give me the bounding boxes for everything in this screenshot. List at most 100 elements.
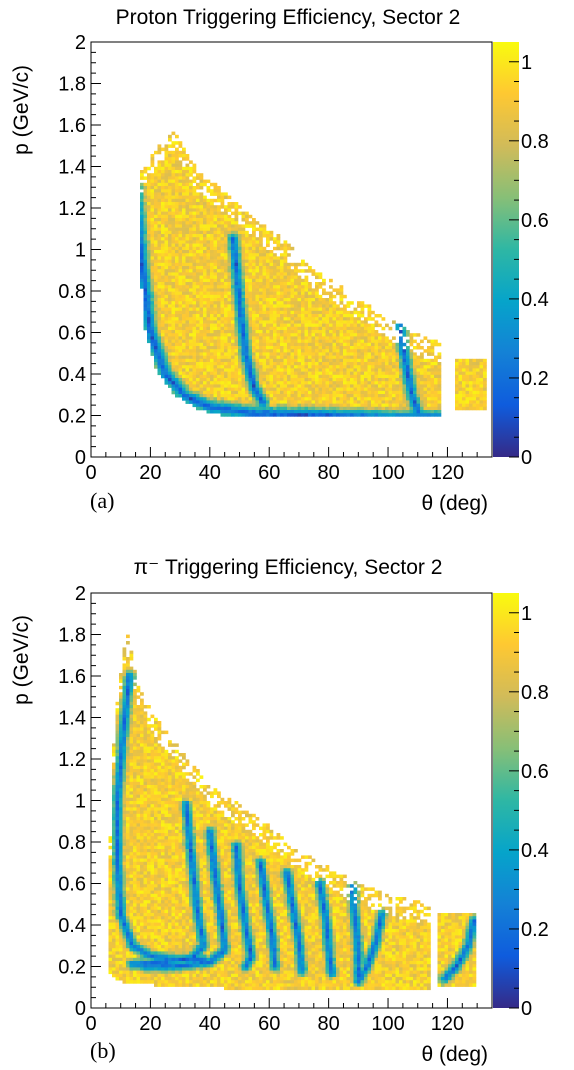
heatmap-cell <box>259 362 263 366</box>
heatmap-cell <box>185 314 190 318</box>
heatmap-cell <box>129 756 134 760</box>
heatmap-cell <box>252 221 256 225</box>
heatmap-cell <box>241 275 246 280</box>
heatmap-cell <box>336 342 340 347</box>
heatmap-cell <box>119 973 123 978</box>
heatmap-cell <box>143 211 148 216</box>
heatmap-cell <box>259 381 263 385</box>
heatmap-cell <box>238 333 242 337</box>
heatmap-cell <box>185 163 190 168</box>
heatmap-cell <box>294 320 298 324</box>
heatmap-cell <box>150 173 155 177</box>
heatmap-cell <box>262 410 267 414</box>
heatmap-cell <box>262 342 267 347</box>
heatmap-cell <box>339 307 344 312</box>
heatmap-cell <box>315 314 319 318</box>
heatmap-cell <box>423 368 428 372</box>
heatmap-cell <box>311 323 316 328</box>
heatmap-cell <box>122 893 127 898</box>
heatmap-cell <box>329 387 333 392</box>
heatmap-cell <box>199 406 204 411</box>
heatmap-cell <box>126 685 130 690</box>
heatmap-cell <box>171 320 176 324</box>
heatmap-cell <box>115 769 120 773</box>
heatmap-cell <box>367 400 372 404</box>
heatmap-cell <box>154 275 158 280</box>
heatmap-cell <box>196 205 200 209</box>
heatmap-cell <box>402 330 407 334</box>
heatmap-cell <box>294 346 298 350</box>
heatmap-cell <box>220 202 225 206</box>
heatmap-cell <box>325 362 330 366</box>
heatmap-cell <box>472 368 477 372</box>
heatmap-cell <box>213 346 218 350</box>
heatmap-cell <box>164 182 169 187</box>
heatmap-cell <box>115 807 120 811</box>
heatmap-cell <box>325 307 330 312</box>
heatmap-cell <box>266 410 270 414</box>
heatmap-cell <box>402 349 407 353</box>
heatmap-cell <box>245 390 249 395</box>
heatmap-cell <box>112 852 116 856</box>
heatmap-cell <box>143 240 148 244</box>
heatmap-cell <box>196 182 200 187</box>
heatmap-cell <box>210 330 214 334</box>
heatmap-cell <box>255 362 260 366</box>
heatmap-cell <box>108 884 113 888</box>
heatmap-cell <box>119 705 123 709</box>
heatmap-cell <box>248 301 253 305</box>
heatmap-cell <box>234 227 239 232</box>
heatmap-cell <box>308 326 312 331</box>
heatmap-cell <box>385 394 389 398</box>
heatmap-cell <box>308 269 312 273</box>
heatmap-cell <box>252 394 256 398</box>
heatmap-cell <box>371 362 375 366</box>
heatmap-cell <box>406 352 410 356</box>
heatmap-cell <box>150 304 155 308</box>
heatmap-cell <box>171 150 176 155</box>
heatmap-cell <box>182 326 186 331</box>
heatmap-cell <box>178 250 183 254</box>
heatmap-cell <box>238 317 242 321</box>
heatmap-cell <box>150 330 155 334</box>
heatmap-cell <box>322 301 326 305</box>
heatmap-cell <box>231 269 235 273</box>
heatmap-cell <box>126 724 130 728</box>
heatmap-cell <box>266 381 270 385</box>
heatmap-cell <box>311 394 316 398</box>
heatmap-cell <box>290 269 295 273</box>
heatmap-cell <box>395 400 400 404</box>
heatmap-cell <box>210 378 214 382</box>
heatmap-cell <box>332 320 337 324</box>
heatmap-cell <box>150 234 155 238</box>
heatmap-cell <box>157 314 162 318</box>
heatmap-cell <box>311 378 316 382</box>
heatmap-cell <box>220 397 225 401</box>
heatmap-cell <box>329 384 333 388</box>
heatmap-cell <box>241 269 246 273</box>
heatmap-cell <box>168 323 172 328</box>
heatmap-cell <box>465 378 470 382</box>
heatmap-cell <box>255 400 260 404</box>
heatmap-cell <box>234 371 239 376</box>
heatmap-cell <box>315 301 319 305</box>
heatmap-cell <box>406 349 410 353</box>
heatmap-cell <box>259 326 263 331</box>
heatmap-cell <box>126 721 130 725</box>
heatmap-cell <box>175 310 179 315</box>
heatmap-cell <box>413 346 417 350</box>
heatmap-cell <box>126 980 130 984</box>
heatmap-cell <box>189 182 193 187</box>
heatmap-cell <box>224 253 228 257</box>
heatmap-cell <box>248 326 253 331</box>
heatmap-cell <box>224 224 228 228</box>
heatmap-cell <box>178 381 183 385</box>
heatmap-cell <box>210 192 214 196</box>
heatmap-cell <box>420 346 424 350</box>
heatmap-cell <box>308 394 312 398</box>
heatmap-cell <box>434 390 438 395</box>
heatmap-cell <box>143 291 148 296</box>
heatmap-cell <box>220 342 225 347</box>
heatmap-cell <box>234 246 239 251</box>
heatmap-cell <box>315 336 319 340</box>
